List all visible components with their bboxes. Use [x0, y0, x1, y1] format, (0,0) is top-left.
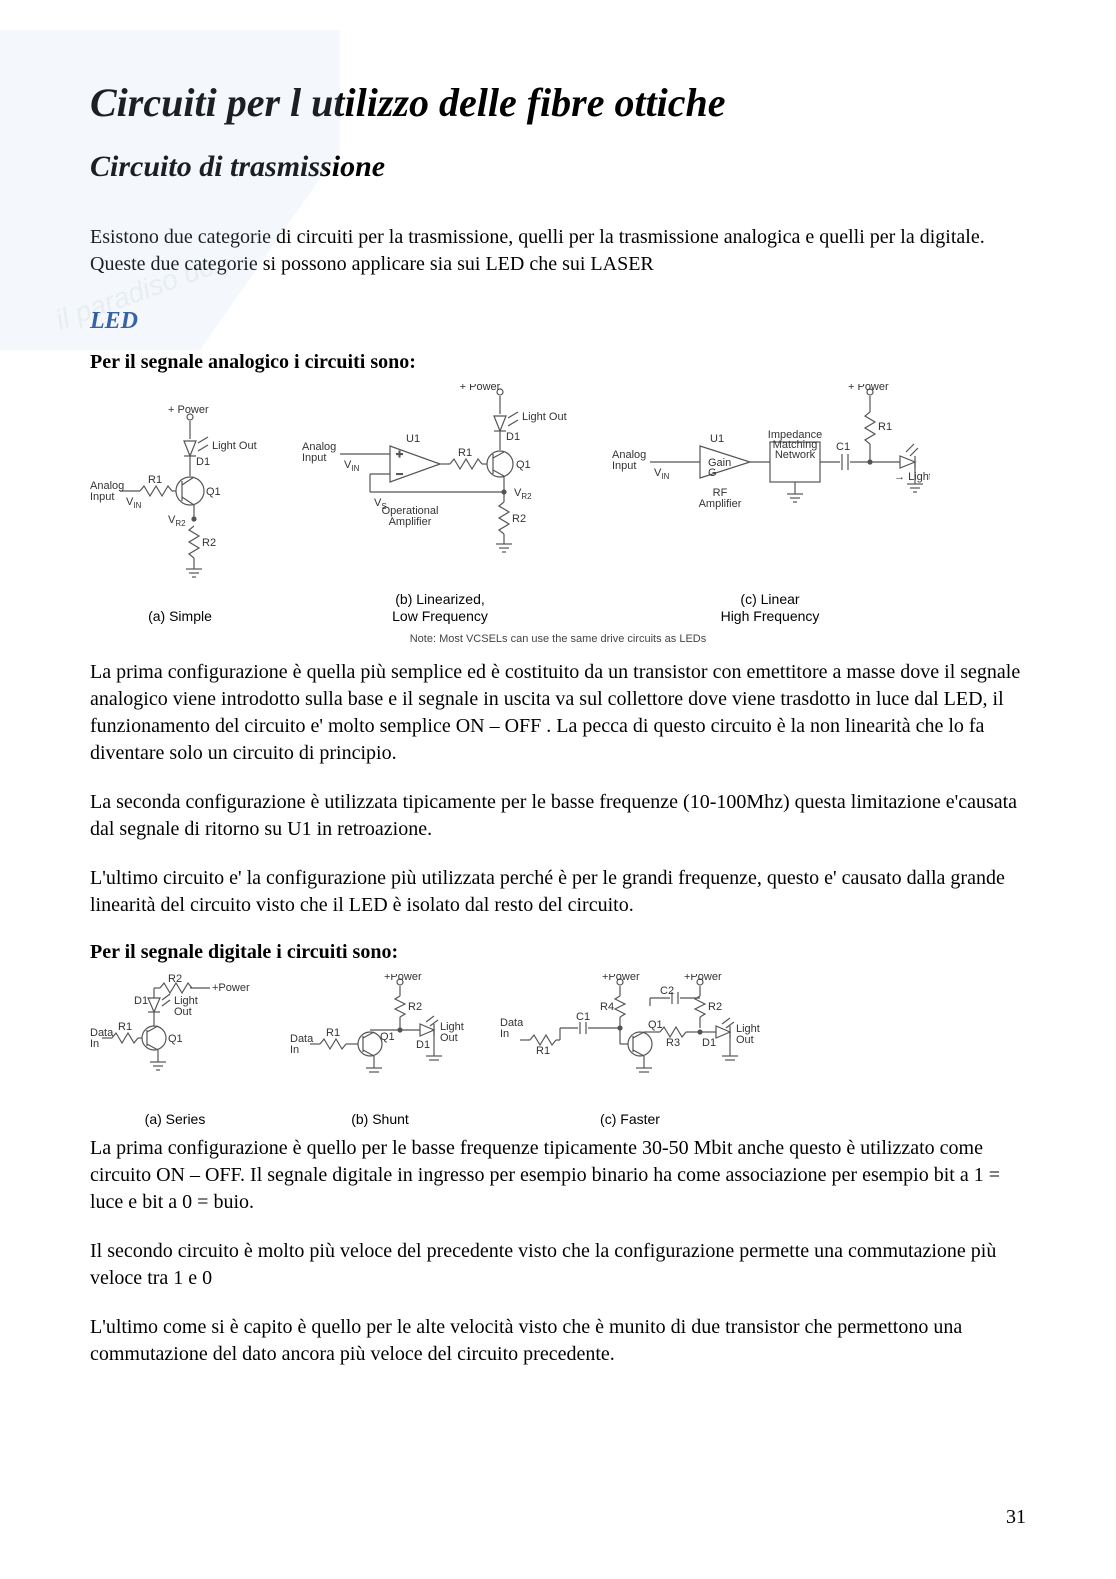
label-q1: Q1	[168, 1033, 183, 1045]
analog-p2: La seconda configurazione è utilizzata t…	[90, 789, 1026, 843]
label-q1: Q1	[516, 459, 531, 471]
label-data-in: DataIn	[90, 1027, 114, 1050]
label-c1: C1	[576, 1011, 590, 1023]
analog-p3: L'ultimo circuito e' la configurazione p…	[90, 865, 1026, 919]
label-light-out: Light Out	[522, 411, 567, 423]
label-q1: Q1	[380, 1031, 395, 1043]
label-vin: VIN	[654, 467, 670, 481]
label-d1: D1	[416, 1039, 430, 1051]
label-light-out: LightOut	[736, 1023, 760, 1046]
digital-subheading: Per il segnale digitale i circuiti sono:	[90, 941, 1026, 964]
label-vr2: VR2	[168, 514, 186, 528]
label-r2: R2	[408, 1001, 422, 1013]
label-r2: R2	[708, 1001, 722, 1013]
label-u1: U1	[406, 433, 420, 445]
analog-p1: La prima configurazione è quella più sem…	[90, 659, 1026, 767]
label-d1: D1	[702, 1037, 716, 1049]
label-power-r: +Power	[684, 974, 722, 983]
label-r1: R1	[326, 1027, 340, 1039]
label-vr2: VR2	[514, 487, 532, 501]
label-c1: C1	[836, 441, 850, 453]
label-d1: D1	[506, 431, 520, 443]
page-title: Circuiti per l utilizzo delle fibre otti…	[90, 80, 1026, 126]
label-power-l: +Power	[602, 974, 640, 983]
caption-digital-a: (a) Series	[90, 1111, 260, 1128]
label-vin: VIN	[126, 496, 142, 510]
label-r3: R3	[666, 1037, 680, 1049]
analog-note: Note: Most VCSELs can use the same drive…	[90, 633, 1026, 645]
label-power: + Power	[168, 404, 209, 416]
label-r1: R1	[536, 1045, 550, 1057]
label-power: + Power	[460, 384, 501, 393]
label-r4: R4	[600, 1001, 614, 1013]
page: il paradiso de Circuiti per l utilizzo d…	[0, 0, 1116, 1579]
digital-p3: L'ultimo come si è capito è quello per l…	[90, 1314, 1026, 1368]
label-vin: VIN	[344, 459, 360, 473]
label-u1: U1	[710, 433, 724, 445]
diagram-digital-c: +Power +Power R4 R2 C2 C1 R1 Q1 R3 D1 Li…	[500, 974, 760, 1128]
label-r2: R2	[202, 537, 216, 549]
label-data-in: DataIn	[290, 1033, 314, 1056]
label-q1: Q1	[206, 486, 221, 498]
section-heading: Circuito di trasmissione	[90, 150, 1026, 184]
diagram-digital-b: +Power R2 D1 LightOut Q1 R1 DataIn (b) S…	[290, 974, 470, 1128]
label-impedance: ImpedanceMatchingNetwork	[768, 429, 822, 461]
label-analog-in: AnalogInput	[302, 441, 336, 464]
caption-analog-b: (b) Linearized, Low Frequency	[300, 591, 580, 625]
label-r1: R1	[458, 447, 472, 459]
label-r2: R2	[168, 974, 182, 985]
label-light-out: LightOut	[174, 995, 198, 1018]
diagram-digital-a: R2 +Power D1 LightOut Q1 R1 DataIn (a) S…	[90, 974, 260, 1128]
page-number: 31	[1006, 1506, 1026, 1529]
label-d1: D1	[134, 995, 148, 1007]
digital-diagrams-row: R2 +Power D1 LightOut Q1 R1 DataIn (a) S…	[90, 974, 1026, 1128]
label-d1: D1	[196, 456, 210, 468]
label-power: +Power	[212, 982, 250, 994]
label-r1: R1	[118, 1021, 132, 1033]
diagram-analog-c: + Power R1 C1 → Light Out ImpedanceMatch…	[610, 384, 930, 625]
label-r2: R2	[512, 513, 526, 525]
label-q1: Q1	[648, 1019, 663, 1031]
svg-text:+: +	[396, 447, 403, 461]
caption-analog-a: (a) Simple	[90, 608, 270, 625]
caption-digital-b: (b) Shunt	[290, 1111, 470, 1128]
analog-subheading: Per il segnale analogico i circuiti sono…	[90, 351, 1026, 374]
label-light-out: → Light Out	[894, 471, 930, 483]
svg-text:−: −	[396, 467, 403, 481]
caption-digital-c: (c) Faster	[500, 1111, 760, 1128]
label-r1: R1	[878, 421, 892, 433]
digital-p1: La prima configurazione è quello per le …	[90, 1135, 1026, 1216]
label-r1: R1	[148, 474, 162, 486]
label-c2: C2	[660, 985, 674, 997]
label-light-out: LightOut	[440, 1021, 464, 1044]
label-power: +Power	[384, 974, 422, 983]
diagram-analog-b: + −	[300, 384, 580, 625]
label-analog-in: AnalogInput	[612, 449, 646, 472]
label-light-out: Light Out	[212, 440, 257, 452]
intro-paragraph: Esistono due categorie di circuiti per l…	[90, 224, 1026, 278]
diagram-analog-a: + Power Light Out D1 Q1 R1 R2 VR2 Analog…	[90, 401, 270, 625]
label-gain: GainG	[708, 457, 731, 479]
digital-p2: Il secondo circuito è molto più veloce d…	[90, 1238, 1026, 1292]
label-rfamp: RFAmplifier	[699, 487, 742, 510]
led-heading: LED	[90, 308, 1026, 335]
caption-analog-c: (c) Linear High Frequency	[610, 591, 930, 625]
analog-diagrams-row: + Power Light Out D1 Q1 R1 R2 VR2 Analog…	[90, 384, 1026, 625]
label-data-in: DataIn	[500, 1017, 524, 1040]
label-power: + Power	[848, 384, 889, 393]
label-opamp: OperationalAmplifier	[382, 505, 439, 528]
label-analog-in: AnalogInput	[90, 480, 124, 503]
